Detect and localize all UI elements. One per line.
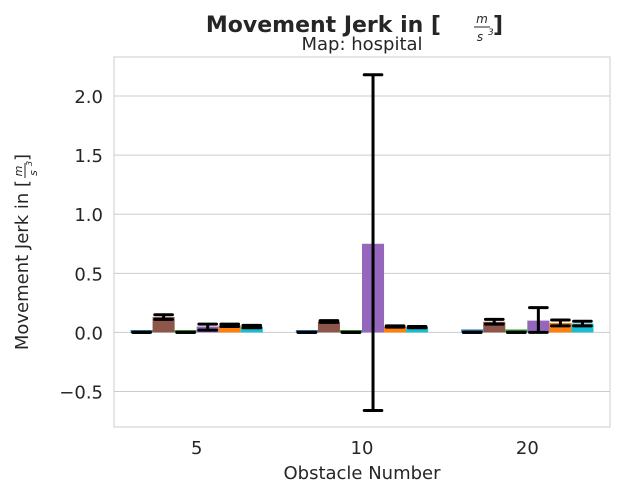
- bar: [384, 326, 407, 333]
- error-bars: [131, 73, 593, 412]
- x-tick-label: 10: [351, 438, 374, 459]
- y-label-unit-denominator: s: [27, 170, 40, 176]
- y-axis-label: Movement Jerk in [ m s 3 ]: [12, 154, 40, 350]
- bar: [218, 325, 241, 333]
- bar: [549, 322, 572, 333]
- bar: [483, 321, 506, 333]
- x-tick-label: 20: [516, 438, 539, 459]
- y-label-unit-numerator: m: [12, 166, 25, 177]
- x-tick-labels: 5 10 20: [191, 438, 539, 459]
- chart-subtitle: Map: hospital: [301, 34, 422, 55]
- y-tick-labels: −0.5 0.0 0.5 1.0 1.5 2.0: [59, 87, 103, 404]
- y-tick-label: 1.0: [74, 205, 103, 226]
- title-unit-numerator: m: [476, 12, 488, 26]
- y-label-suffix: ]: [12, 154, 33, 161]
- plot-area: [113, 56, 611, 428]
- y-tick-label: 1.5: [74, 146, 103, 167]
- bar: [571, 323, 594, 333]
- y-label-prefix: Movement Jerk in [: [12, 180, 33, 350]
- title-unit-exponent: 3: [488, 28, 494, 38]
- y-tick-label: −0.5: [59, 383, 103, 404]
- y-tick-label: 2.0: [74, 87, 103, 108]
- bar: [240, 326, 263, 333]
- title-prefix: Movement Jerk in [: [206, 13, 441, 38]
- y-tick-label: 0.5: [74, 264, 103, 285]
- chart-title: Movement Jerk in [ m s 3 ]: [206, 12, 503, 44]
- bar: [317, 321, 340, 333]
- y-label-unit-exponent: 3: [25, 161, 34, 166]
- bar: [406, 327, 429, 333]
- title-suffix: ]: [493, 13, 503, 38]
- title-unit-denominator: s: [477, 30, 483, 44]
- x-axis-label: Obstacle Number: [283, 463, 441, 484]
- x-tick-label: 5: [191, 438, 202, 459]
- y-tick-label: 0.0: [74, 323, 103, 344]
